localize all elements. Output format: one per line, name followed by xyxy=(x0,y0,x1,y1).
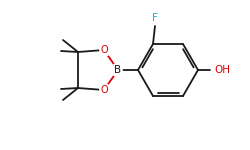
Text: O: O xyxy=(100,45,108,55)
Text: B: B xyxy=(114,65,121,75)
Text: F: F xyxy=(152,13,158,23)
Text: O: O xyxy=(100,85,108,95)
Text: OH: OH xyxy=(214,65,230,75)
